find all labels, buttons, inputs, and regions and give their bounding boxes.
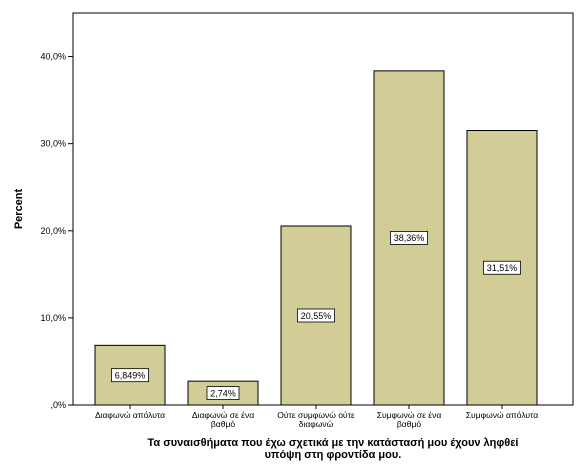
data-label: 6,849%: [115, 370, 146, 380]
y-axis: ,0% 10,0% 20,0% 30,0% 40,0%: [40, 52, 73, 410]
data-label-box: [111, 368, 150, 383]
y-tick-label: 40,0%: [40, 52, 66, 62]
data-label: 20,55%: [301, 311, 332, 321]
y-tick-label: 30,0%: [40, 139, 66, 149]
x-tick-label: Συμφωνώ απόλυτα: [466, 410, 538, 420]
x-axis-title: Τα συναισθήματα που έχω σχετικά με την κ…: [148, 437, 519, 461]
data-label-box: [296, 308, 335, 323]
x-tick-label: Διαφωνώ απόλυτα: [95, 410, 165, 420]
x-tick-label: Διαφωνώ σε ένα: [192, 410, 254, 420]
x-tick-label: βαθμό: [397, 419, 421, 429]
data-label: 2,74%: [210, 388, 236, 398]
data-label: 31,51%: [487, 263, 518, 273]
y-tick-label: 20,0%: [40, 226, 66, 236]
x-axis-title-line: Τα συναισθήματα που έχω σχετικά με την κ…: [148, 437, 519, 449]
bars: 6,849% 2,74% 20,55% 38,36% 31,51%: [94, 70, 538, 406]
data-label-box: [206, 386, 240, 400]
x-tick-label: βαθμό: [211, 419, 235, 429]
y-tick-label: ,0%: [50, 400, 66, 410]
data-label: 38,36%: [394, 233, 425, 243]
y-axis-title: Percent: [13, 188, 25, 229]
data-label-box: [482, 260, 521, 275]
x-tick-label: διαφωνώ: [299, 419, 334, 429]
x-tick-label: Συμφωνώ σε ένα: [377, 410, 442, 420]
x-axis-title-line: υπόψη στη φροντίδα μου.: [265, 449, 402, 461]
x-tick-label: Ούτε συμφωνώ ούτε: [277, 410, 355, 420]
y-tick-label: 10,0%: [40, 313, 66, 323]
data-label-box: [389, 231, 428, 245]
